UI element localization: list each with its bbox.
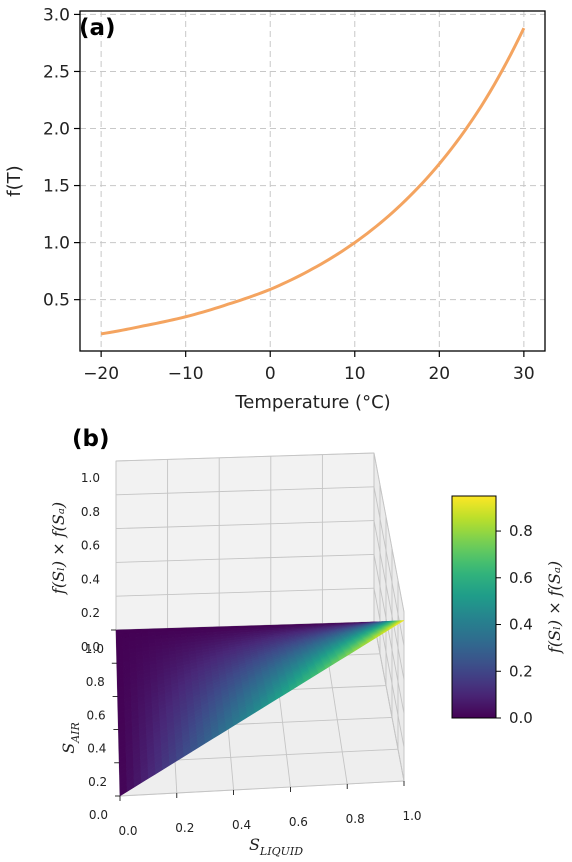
svg-text:f(Sₗ) × f(Sₐ): f(Sₗ) × f(Sₐ) [49, 502, 68, 595]
grid-lines [80, 11, 545, 351]
z-axis-label: f(Sₗ) × f(Sₐ) [49, 502, 68, 595]
x-tick-label: 0.8 [346, 812, 365, 826]
surface-cell [122, 629, 130, 635]
svg-text:f(Sₗ) × f(Sₐ): f(Sₗ) × f(Sₐ) [545, 561, 564, 654]
colorbar-label: f(Sₗ) × f(Sₐ) [545, 561, 564, 654]
colorbar-ticks: 0.0 0.2 0.4 0.6 0.8 [496, 522, 533, 727]
panel-label: (b) [72, 426, 110, 452]
y-tick-label: 0.2 [88, 775, 107, 789]
back-grid-line [115, 587, 375, 597]
y-tick-label: 0.8 [86, 675, 105, 689]
colorbar [451, 495, 497, 719]
back-grid-line [115, 486, 375, 496]
panel-label: (a) [79, 15, 116, 41]
x-tick-label: 0.0 [118, 824, 137, 838]
surface-cell [154, 628, 162, 633]
z-tick-label: 0.0 [81, 640, 100, 654]
y-tick-label: 3.0 [43, 5, 70, 25]
surface-cell [135, 632, 143, 638]
z-tick-label: 0.6 [81, 539, 100, 553]
z-tick-label: 0.8 [81, 505, 100, 519]
surface-cell [160, 628, 169, 633]
colorbar-tick-label: 0.0 [509, 709, 533, 727]
colorbar-tick-label: 0.8 [509, 522, 533, 540]
surface-mesh [115, 620, 405, 797]
surface-cell [115, 633, 123, 639]
colorbar-tick-label: 0.2 [509, 662, 533, 680]
z-tick-label: 0.4 [81, 572, 100, 586]
plot-frame [79, 10, 546, 352]
side-grid-line [373, 452, 405, 613]
floor-grid-line [373, 621, 405, 782]
z-tick-label: 0.2 [81, 606, 100, 620]
side-grid-line [373, 520, 405, 680]
surface-cell [141, 632, 149, 637]
surface-cell [128, 632, 136, 638]
x-tick-label: 0.2 [175, 821, 194, 835]
surface-chart-panel: 0.00.00.00.20.20.20.40.40.40.60.60.60.80… [49, 426, 564, 858]
surface-cell [128, 629, 136, 634]
series-line [100, 27, 526, 336]
back-grid-line [115, 520, 375, 530]
x-tick-label: 1.0 [402, 809, 421, 823]
x-tick-label: 0.4 [232, 818, 251, 832]
line-chart-panel: −20 −10 0 10 20 30 0.5 1.0 1.5 2.0 2.5 3.0 (a) Temp… [4, 5, 546, 413]
y-tick-label: 0.4 [87, 742, 106, 756]
surface-cell [148, 628, 156, 633]
y-tick-label: 0.5 [43, 291, 70, 311]
back-grid-line [115, 452, 375, 462]
back-grid-line [115, 553, 375, 563]
z-tick-label: 1.0 [81, 471, 100, 485]
surface-cell [167, 627, 175, 632]
surface-cell [141, 628, 149, 634]
surface-cell [395, 620, 405, 626]
x-tick-label: 10 [344, 364, 366, 384]
x-tick-label: 0.6 [289, 815, 308, 829]
surface-cell [115, 629, 123, 635]
x-tick-label: −20 [83, 364, 119, 384]
x-axis-label: SLIQUID [249, 835, 303, 858]
y-tick-label: 0.0 [89, 808, 108, 822]
svg-text:SLIQUID: SLIQUID [249, 835, 303, 858]
floor-grid-line [119, 780, 405, 797]
side-grid-line [373, 486, 405, 646]
x-tick-label: −10 [168, 364, 204, 384]
axis-ticks: −20 −10 0 10 20 30 0.5 1.0 1.5 2.0 2.5 3.0 [43, 5, 535, 384]
y-axis-label: f(T) [4, 165, 25, 196]
y-tick-label: 1.0 [85, 642, 104, 656]
x-axis-label: Temperature (°C) [234, 392, 390, 413]
svg-text:SAIR: SAIR [59, 722, 82, 754]
surface-cell [135, 628, 143, 634]
y-tick-label: 1.5 [43, 177, 70, 197]
y-axis-label: SAIR [59, 722, 82, 754]
axis-ticks-3d: 0.0 0.0 0.0 0.2 0.2 0.2 0.4 0.4 0.4 0.6 0.6 0.6 0.8 0… [81, 471, 422, 838]
side-grid-line [373, 588, 405, 748]
back-pane [115, 452, 375, 631]
y-tick-label: 1.0 [43, 234, 70, 254]
colorbar-tick-label: 0.4 [509, 616, 533, 634]
y-tick-label: 2.0 [43, 120, 70, 140]
x-tick-label: 0 [265, 364, 276, 384]
y-tick-label: 2.5 [43, 62, 70, 82]
side-grid-line [373, 554, 405, 714]
surface-cell [122, 633, 130, 639]
colorbar-tick-label: 0.6 [509, 569, 533, 587]
x-tick-label: 20 [428, 364, 450, 384]
x-tick-label: 30 [513, 364, 535, 384]
y-tick-label: 0.6 [87, 708, 106, 722]
surface-cell [173, 627, 182, 632]
